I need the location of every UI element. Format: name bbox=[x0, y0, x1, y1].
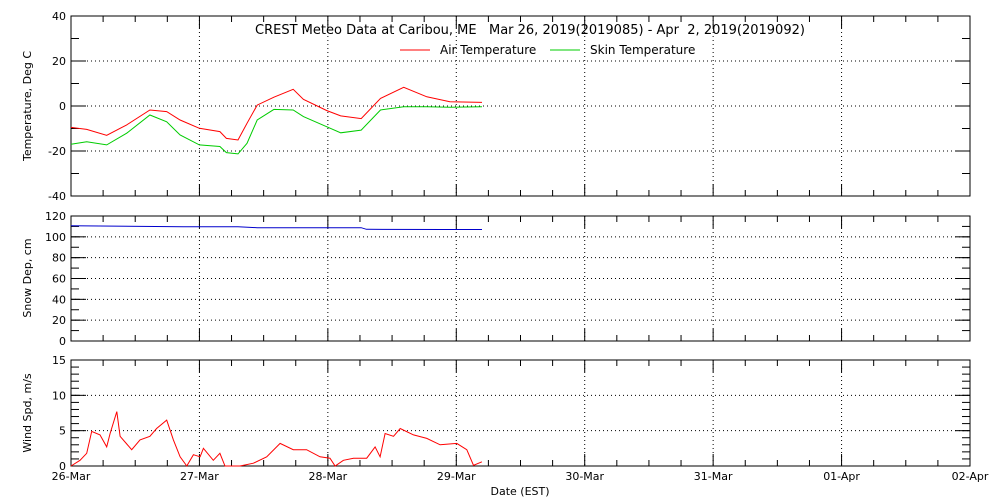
y-tick-label: 10 bbox=[52, 389, 66, 402]
series-line-0-1 bbox=[70, 106, 483, 155]
x-tick-label: 26-Mar bbox=[52, 470, 91, 483]
x-axis-label: Date (EST) bbox=[490, 485, 549, 498]
plot-frame bbox=[70, 359, 971, 467]
y-tick-label: 0 bbox=[59, 100, 66, 113]
y-tick-label: -40 bbox=[48, 190, 66, 203]
chart-title: CREST Meteo Data at Caribou, ME Mar 26, … bbox=[255, 23, 805, 38]
x-tick-label: 31-Mar bbox=[694, 470, 733, 483]
series-line-2-0 bbox=[70, 411, 483, 467]
y-tick-label: 80 bbox=[52, 252, 66, 265]
wind-speed-axis-label: Wind Spd, m/s bbox=[21, 373, 34, 453]
legend: Air Temperature Skin Temperature bbox=[400, 43, 695, 57]
series-line-1-0 bbox=[70, 225, 482, 230]
y-tick-label: 40 bbox=[52, 10, 66, 23]
x-tick-label: 02-Apr bbox=[952, 470, 989, 483]
x-tick-label: 27-Mar bbox=[180, 470, 219, 483]
y-tick-label: 20 bbox=[52, 55, 66, 68]
legend-skin-temperature-label: Skin Temperature bbox=[590, 43, 695, 57]
x-tick-label: 30-Mar bbox=[565, 470, 604, 483]
x-tick-label: 28-Mar bbox=[308, 470, 347, 483]
y-tick-label: 60 bbox=[52, 273, 66, 286]
snow-depth-axis-label: Snow Dep, cm bbox=[21, 238, 34, 317]
plot-frame bbox=[70, 15, 971, 197]
y-tick-label: 100 bbox=[45, 231, 66, 244]
plot-frame bbox=[70, 215, 971, 342]
y-tick-label: -20 bbox=[48, 145, 66, 158]
y-tick-label: 15 bbox=[52, 354, 66, 367]
series-line-0-0 bbox=[70, 86, 483, 141]
temperature-axis-label: Temperature, Deg C bbox=[21, 51, 34, 162]
legend-air-temperature-label: Air Temperature bbox=[440, 43, 536, 57]
y-tick-label: 5 bbox=[59, 425, 66, 438]
y-tick-label: 20 bbox=[52, 314, 66, 327]
y-tick-label: 0 bbox=[59, 335, 66, 348]
x-tick-label: 01-Apr bbox=[823, 470, 860, 483]
y-tick-label: 0 bbox=[59, 460, 66, 473]
y-tick-label: 40 bbox=[52, 293, 66, 306]
x-tick-label: 29-Mar bbox=[437, 470, 476, 483]
y-tick-label: 120 bbox=[45, 210, 66, 223]
